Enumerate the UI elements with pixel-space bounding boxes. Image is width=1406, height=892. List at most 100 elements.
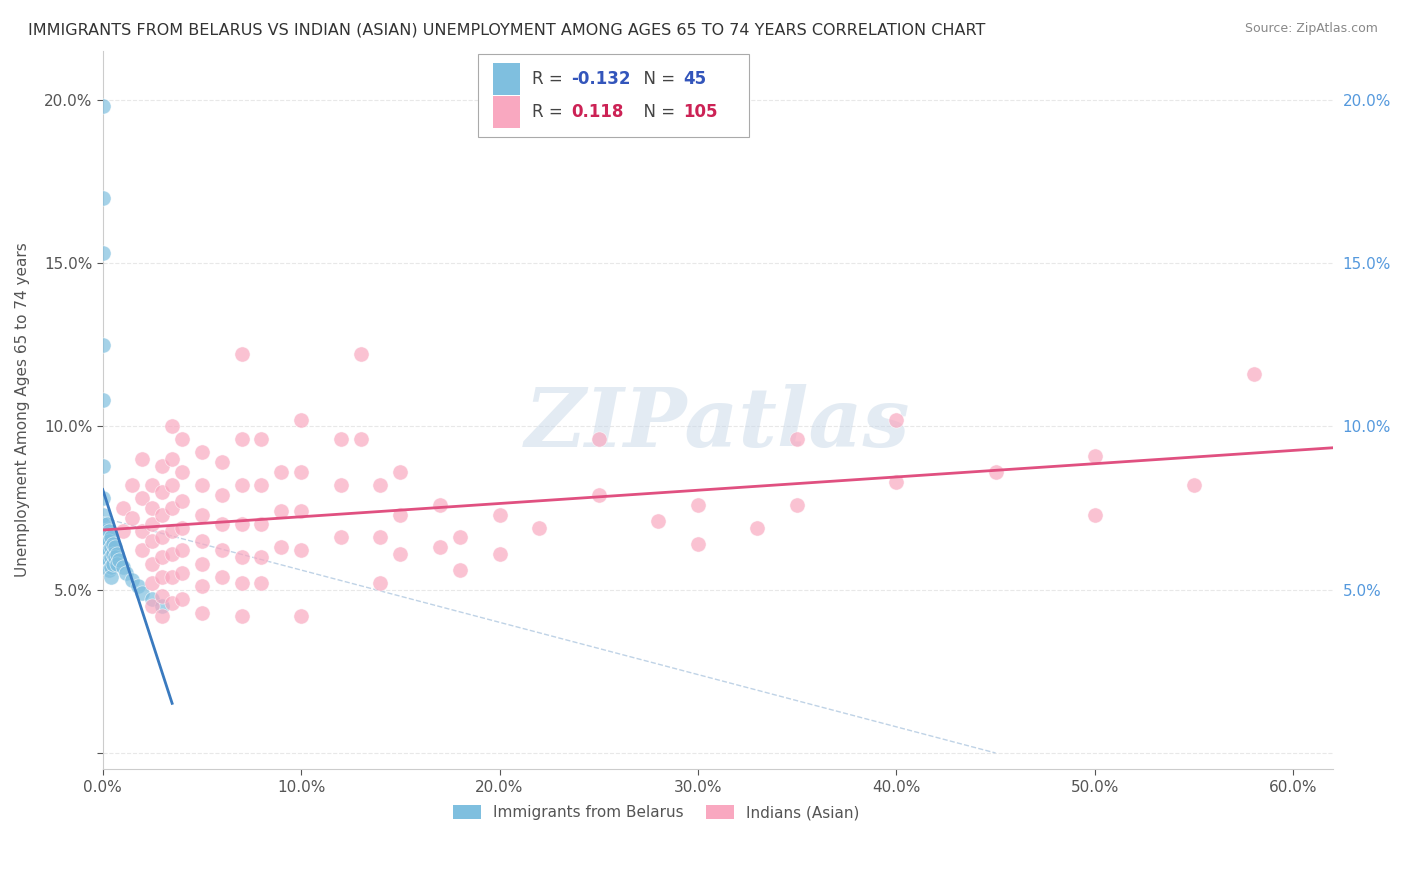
Point (211, 455, 233, 469)
Text: 0.118: 0.118 (571, 103, 624, 121)
Point (211, 488, 233, 502)
Point (747, 520, 769, 534)
Point (270, 540, 292, 554)
Point (160, 524, 183, 538)
Point (127, 579, 149, 593)
Point (191, 508, 214, 522)
Point (131, 543, 153, 558)
Point (170, 566, 193, 581)
Point (389, 547, 412, 561)
Point (170, 520, 193, 534)
Point (115, 566, 138, 581)
Point (488, 547, 510, 561)
Point (686, 498, 709, 512)
Point (211, 569, 233, 583)
Point (160, 478, 183, 492)
Point (150, 549, 173, 564)
Point (429, 498, 451, 512)
Text: R =: R = (531, 70, 568, 88)
FancyBboxPatch shape (492, 63, 520, 95)
FancyBboxPatch shape (478, 54, 748, 136)
Text: 105: 105 (683, 103, 718, 121)
Point (91, 246, 114, 260)
Point (886, 413, 908, 427)
Point (1182, 478, 1205, 492)
Point (141, 478, 163, 492)
Point (93, 524, 115, 538)
Point (290, 504, 312, 518)
Point (150, 569, 173, 583)
Point (101, 537, 124, 551)
Point (211, 543, 233, 558)
Point (160, 500, 183, 515)
Point (91, 549, 114, 564)
Point (886, 475, 908, 489)
Point (91, 508, 114, 522)
Point (370, 576, 392, 591)
Point (105, 547, 128, 561)
Point (449, 530, 471, 544)
Point (100, 530, 122, 544)
Point (141, 533, 163, 548)
Point (131, 452, 153, 467)
Point (121, 478, 143, 492)
Point (150, 508, 173, 522)
Point (160, 596, 183, 610)
Point (191, 533, 214, 548)
Point (141, 517, 163, 532)
Point (97, 543, 120, 558)
Point (191, 557, 214, 571)
Point (1084, 508, 1107, 522)
Point (96, 517, 118, 532)
Point (686, 537, 709, 551)
Point (91, 491, 114, 506)
Point (250, 576, 273, 591)
Point (150, 589, 173, 603)
Point (170, 592, 193, 607)
Point (250, 433, 273, 447)
Point (141, 557, 163, 571)
Point (588, 488, 610, 502)
Point (97, 553, 120, 567)
Point (290, 465, 312, 479)
Point (170, 494, 193, 508)
Point (97, 533, 120, 548)
Point (103, 549, 125, 564)
Point (231, 608, 253, 623)
Point (96, 557, 118, 571)
Point (370, 478, 392, 492)
Point (160, 569, 183, 583)
Point (231, 517, 253, 532)
Point (96, 527, 118, 541)
Point (131, 524, 153, 538)
Point (786, 498, 808, 512)
Point (91, 533, 114, 548)
Point (170, 433, 193, 447)
Point (150, 484, 173, 499)
Point (101, 557, 124, 571)
Point (231, 433, 253, 447)
Point (141, 599, 163, 613)
Point (91, 524, 114, 538)
Point (150, 599, 173, 613)
Point (131, 586, 153, 600)
Point (100, 559, 122, 574)
Legend: Immigrants from Belarus, Indians (Asian): Immigrants from Belarus, Indians (Asian) (447, 799, 866, 826)
Point (93, 533, 115, 548)
Point (449, 563, 471, 577)
Point (93, 540, 115, 554)
Text: R =: R = (531, 103, 568, 121)
Text: -0.132: -0.132 (571, 70, 631, 88)
Point (91, 99, 114, 113)
Point (131, 491, 153, 506)
Point (100, 569, 122, 583)
Point (270, 504, 292, 518)
Point (588, 433, 610, 447)
Point (349, 433, 371, 447)
Point (231, 347, 253, 361)
Point (97, 563, 120, 577)
Point (91, 393, 114, 408)
Point (100, 549, 122, 564)
Point (121, 510, 143, 524)
Point (529, 520, 551, 534)
